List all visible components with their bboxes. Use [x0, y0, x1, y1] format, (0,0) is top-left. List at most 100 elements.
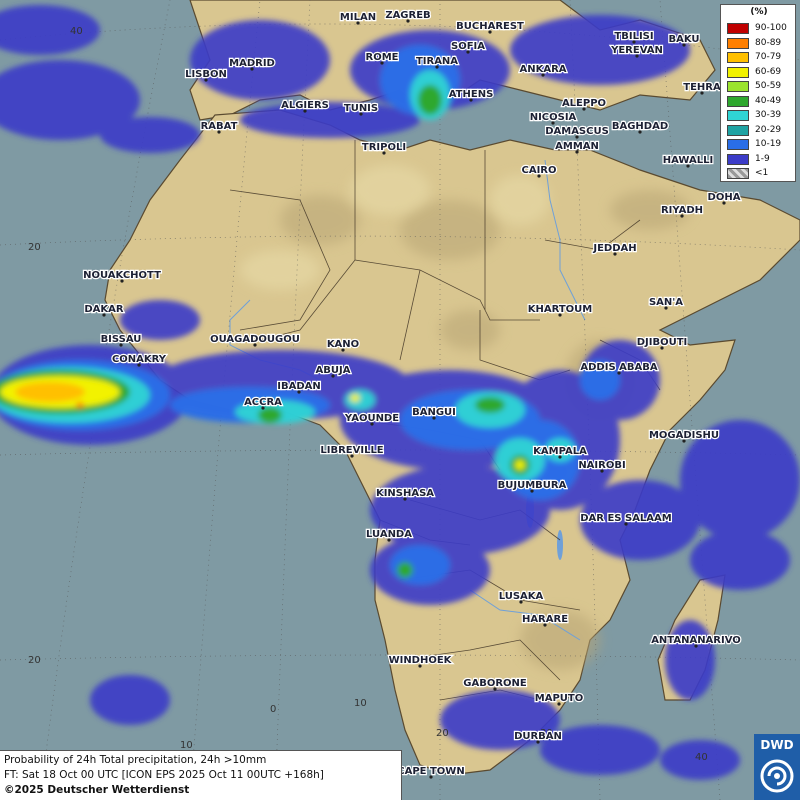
- dwd-logo-text: DWD: [760, 738, 794, 752]
- city-marker: WINDHOEK: [387, 654, 454, 668]
- legend-swatch: [727, 139, 749, 150]
- city-marker: DAKAR: [83, 303, 125, 317]
- city-dot: [331, 374, 335, 378]
- city-marker: OUAGADOUGOU: [209, 333, 301, 347]
- city-dot: [204, 78, 208, 82]
- city-label: HAWALLI: [663, 155, 713, 166]
- city-marker: DJIBOUTI: [636, 336, 688, 350]
- city-marker: ANTANANARIVO: [650, 634, 742, 648]
- city-label: KINSHASA: [376, 488, 434, 499]
- city-marker: RABAT: [199, 120, 239, 134]
- city-marker: LISBON: [184, 68, 228, 82]
- city-label: LUSAKA: [499, 591, 544, 602]
- legend-entry: <1: [727, 168, 793, 180]
- city-label: OUAGADOUGOU: [210, 334, 300, 345]
- city-marker: KAMPALA: [532, 445, 588, 459]
- city-dot: [488, 30, 492, 34]
- city-dot: [558, 455, 562, 459]
- city-marker: MAPUTO: [534, 692, 584, 706]
- city-marker: CAIRO: [520, 164, 558, 178]
- city-marker: RIYADH: [660, 204, 704, 218]
- grid-label: 10: [354, 698, 367, 709]
- city-dot: [261, 406, 265, 410]
- legend-entry: 50-59: [727, 81, 793, 93]
- city-marker: ACCRA: [243, 396, 283, 410]
- legend-title: (%): [750, 7, 768, 17]
- city-dot: [102, 313, 106, 317]
- city-dot: [250, 67, 254, 71]
- city-label: LIBREVILLE: [320, 445, 383, 456]
- city-dot: [119, 343, 123, 347]
- city-label: BANGUI: [412, 407, 456, 418]
- city-marker: KHARTOUM: [527, 303, 593, 317]
- city-label: SOFIA: [451, 41, 485, 52]
- city-marker: DOHA: [706, 191, 742, 205]
- legend-entry: 60-69: [727, 66, 793, 79]
- legend-entry: 90-100: [727, 23, 793, 35]
- legend-swatch: [727, 66, 749, 78]
- city-label: DAMASCUS: [545, 126, 609, 137]
- city-marker: CAPE TOWN: [396, 765, 466, 779]
- city-marker: NAIROBI: [577, 459, 627, 473]
- legend-label: 90-100: [755, 23, 787, 33]
- city-label: NAIROBI: [578, 460, 625, 471]
- city-marker: HARARE: [521, 613, 569, 627]
- city-dot: [530, 489, 534, 493]
- city-dot: [341, 348, 345, 352]
- legend-swatch: [727, 153, 749, 165]
- legend-swatch: [727, 95, 749, 107]
- legend-label: 1-9: [755, 153, 770, 164]
- city-marker: BUCHAREST: [455, 20, 525, 34]
- city-dot: [682, 43, 686, 47]
- city-label: KHARTOUM: [528, 304, 593, 315]
- city-label: TEHRA: [683, 82, 721, 93]
- city-marker: SOFIA: [450, 40, 486, 54]
- info-forecast-time: FT: Sat 18 Oct 00 UTC [ICON EPS 2025 Oct…: [4, 769, 324, 781]
- city-label: BISSAU: [101, 334, 142, 345]
- city-dot: [575, 150, 579, 154]
- city-marker: TRIPOLI: [361, 141, 407, 155]
- city-marker: MOGADISHU: [648, 429, 720, 443]
- city-marker: CONAKRY: [111, 353, 168, 367]
- city-label: YEREVAN: [610, 45, 663, 56]
- dwd-logo: DWD: [754, 734, 800, 800]
- city-label: JEDDAH: [592, 243, 636, 254]
- grid-label: 40: [70, 26, 83, 37]
- city-dot: [418, 664, 422, 668]
- city-label: BAGHDAD: [612, 121, 668, 132]
- city-dot: [722, 201, 726, 205]
- city-marker: JEDDAH: [591, 242, 638, 256]
- city-marker: MILAN: [339, 11, 377, 25]
- city-label: KANO: [327, 339, 359, 350]
- city-dot: [680, 214, 684, 218]
- swirl-icon: [760, 759, 794, 793]
- city-dot: [686, 164, 690, 168]
- city-dot: [617, 371, 621, 375]
- city-marker: ATHENS: [448, 88, 494, 102]
- city-dot: [120, 279, 124, 283]
- city-label: ANKARA: [519, 64, 566, 75]
- city-dot: [466, 50, 470, 54]
- legend-entry: 10-19: [727, 139, 793, 151]
- legend-label: 80-89: [755, 37, 782, 48]
- city-dot: [543, 623, 547, 627]
- city-label: DAKAR: [84, 304, 124, 315]
- city-label: RIYADH: [661, 205, 703, 216]
- city-marker: ABUJA: [314, 364, 352, 378]
- info-box: Probability of 24h Total precipitation, …: [0, 750, 402, 800]
- city-label: CONAKRY: [112, 354, 167, 365]
- legend-label: 40-49: [755, 95, 782, 106]
- legend-label: 20-29: [755, 124, 782, 135]
- city-dot: [575, 135, 579, 139]
- city-label: YAOUNDE: [344, 413, 399, 424]
- city-label: IBADAN: [277, 381, 321, 392]
- legend-swatch: [727, 23, 749, 34]
- city-label: ALEPPO: [562, 98, 606, 109]
- city-label: SAN'A: [649, 297, 683, 308]
- city-dot: [435, 65, 439, 69]
- city-marker: TEHRA: [682, 81, 722, 95]
- city-label: MILAN: [340, 12, 376, 23]
- city-marker: BAKU: [667, 33, 701, 47]
- city-label: WINDHOEK: [389, 655, 453, 666]
- city-dot: [600, 469, 604, 473]
